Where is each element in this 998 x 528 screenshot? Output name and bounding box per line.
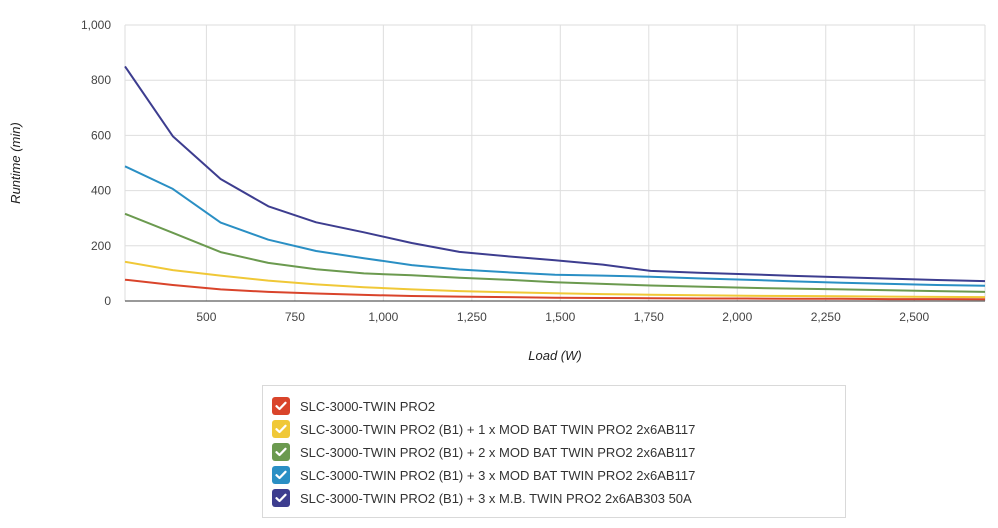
x-tick-label: 2,250 (811, 310, 841, 324)
y-tick-label: 600 (91, 128, 111, 142)
y-tick-label: 0 (104, 294, 111, 308)
chart-legend: SLC-3000-TWIN PRO2 SLC-3000-TWIN PRO2 (B1… (262, 385, 846, 518)
checkbox-checked-icon[interactable] (272, 443, 290, 461)
x-tick-label: 2,500 (899, 310, 929, 324)
checkbox-checked-icon[interactable] (272, 466, 290, 484)
legend-label: SLC-3000-TWIN PRO2 (B1) + 3 x MOD BAT TW… (300, 467, 696, 483)
x-tick-label: 2,000 (722, 310, 752, 324)
series-line-2[interactable] (124, 260, 986, 299)
x-tick-label: 1,250 (457, 310, 487, 324)
checkbox-checked-icon[interactable] (272, 397, 290, 415)
series-line-4[interactable] (124, 165, 986, 287)
x-tick-label: 1,000 (368, 310, 398, 324)
y-tick-label: 1,000 (81, 18, 111, 32)
legend-label: SLC-3000-TWIN PRO2 (B1) + 1 x MOD BAT TW… (300, 421, 696, 437)
checkbox-checked-icon[interactable] (272, 489, 290, 507)
grid-lines (124, 24, 986, 302)
y-tick-label: 400 (91, 184, 111, 198)
legend-item-5[interactable]: SLC-3000-TWIN PRO2 (B1) + 3 x M.B. TWIN … (272, 489, 692, 507)
checkbox-checked-icon[interactable] (272, 420, 290, 438)
legend-item-3[interactable]: SLC-3000-TWIN PRO2 (B1) + 2 x MOD BAT TW… (272, 443, 695, 461)
series-line-5[interactable] (124, 65, 986, 283)
x-tick-label: 1,500 (545, 310, 575, 324)
legend-item-2[interactable]: SLC-3000-TWIN PRO2 (B1) + 1 x MOD BAT TW… (272, 420, 695, 438)
legend-label: SLC-3000-TWIN PRO2 (B1) + 2 x MOD BAT TW… (300, 444, 696, 460)
series-line-3[interactable] (124, 212, 986, 293)
legend-item-4[interactable]: SLC-3000-TWIN PRO2 (B1) + 3 x MOD BAT TW… (272, 466, 695, 484)
x-axis-tick-labels: 500 750 1,000 1,250 1,500 1,750 2,000 2,250 2,50… (196, 310, 929, 324)
series-line-1[interactable] (124, 278, 986, 301)
line-chart: 0 200 400 600 800 1,000 500 750 1,000 1,250 1,500… (8, 18, 986, 363)
legend-item-1[interactable]: SLC-3000-TWIN PRO2 (272, 397, 435, 415)
x-tick-label: 750 (285, 310, 305, 324)
y-tick-label: 800 (91, 73, 111, 87)
y-tick-label: 200 (91, 239, 111, 253)
x-axis-title: Load (W) (528, 348, 581, 363)
legend-label: SLC-3000-TWIN PRO2 (300, 398, 436, 414)
y-axis-title: Runtime (min) (8, 122, 23, 204)
legend-label: SLC-3000-TWIN PRO2 (B1) + 3 x M.B. TWIN … (300, 490, 692, 506)
y-axis-tick-labels: 0 200 400 600 800 1,000 (81, 18, 111, 308)
x-tick-label: 1,750 (634, 310, 664, 324)
x-tick-label: 500 (196, 310, 216, 324)
series-lines (124, 65, 986, 301)
